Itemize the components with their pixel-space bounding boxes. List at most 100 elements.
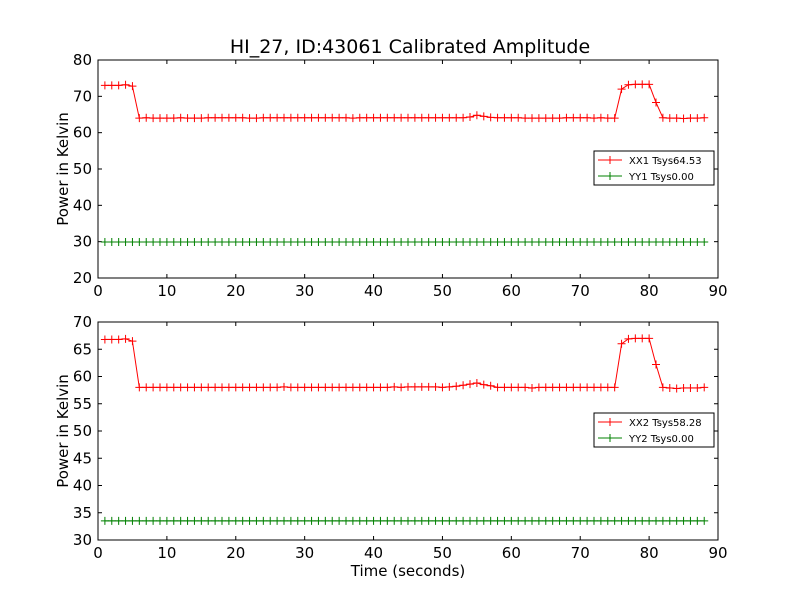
data-point-marker [369,238,378,247]
data-point-marker [445,382,454,391]
data-point-marker [183,114,192,123]
data-point-marker [493,113,502,122]
data-point-marker [252,383,261,392]
data-point-marker [555,114,564,123]
data-point-marker [218,238,226,247]
data-point-marker [183,516,192,525]
data-point-marker [231,516,240,525]
data-point-marker [348,238,357,247]
data-point-marker [121,334,130,343]
data-point-marker [266,238,275,247]
data-point-marker [176,113,185,122]
data-point-marker [280,238,288,247]
data-point-marker [259,516,268,525]
data-point-marker [293,383,302,392]
data-point-marker [610,238,619,247]
data-point-marker [348,383,357,392]
data-point-marker [238,383,247,392]
data-point-marker [479,112,488,121]
x-tick-label: 0 [93,544,103,562]
legend-box [593,412,715,448]
data-point-marker [514,516,523,525]
data-point-marker [479,238,488,247]
data-point-marker [431,382,440,391]
data-point-marker [507,516,516,525]
data-point-marker [397,383,406,392]
data-point-marker [645,238,654,247]
data-point-marker [645,516,654,525]
data-point-marker [211,516,220,525]
data-point-marker [617,516,626,525]
legend-entry: XX2 Tsys58.28 [629,418,702,429]
data-point-marker [493,516,502,525]
data-point-marker [169,238,178,247]
data-point-marker [307,113,316,122]
data-point-marker [383,516,392,525]
data-point-marker [204,238,213,247]
data-point-marker [224,516,233,525]
data-point-marker [486,381,495,390]
data-point-marker [348,114,357,123]
data-point-marker [624,334,633,343]
data-point-marker [211,383,220,392]
data-point-marker [114,238,123,247]
data-point-marker [528,516,536,525]
data-point-marker [135,238,144,247]
data-point-marker [631,80,640,89]
data-point-marker [500,113,509,122]
data-point-marker [486,516,495,525]
data-point-marker [397,516,406,525]
data-point-marker [149,238,158,247]
data-point-marker [128,238,137,247]
data-point-marker [190,238,199,247]
data-point-marker [231,113,240,122]
data-point-marker [590,383,598,392]
data-point-marker [328,383,337,392]
data-point-marker [521,238,530,247]
data-point-marker [390,382,399,391]
data-point-marker [197,383,206,392]
data-point-marker [369,383,378,392]
data-point-marker [162,238,171,247]
y-tick-label: 50 [73,160,92,178]
data-point-marker [472,379,481,388]
data-point-marker [548,383,557,392]
data-point-marker [224,238,233,247]
data-point-marker [390,238,399,247]
y-tick-label: 70 [73,87,92,105]
data-point-marker [162,516,171,525]
data-point-marker [252,114,261,123]
data-point-marker [679,383,688,392]
data-point-marker [466,238,474,247]
data-point-marker [638,516,647,525]
data-point-marker [348,516,357,525]
data-point-marker [100,81,109,90]
data-point-marker [156,516,164,525]
data-point-marker [562,238,571,247]
data-point-marker [624,516,633,525]
data-point-marker [224,113,233,122]
data-point-marker [314,516,323,525]
data-point-marker [190,516,199,525]
data-point-marker [245,516,254,525]
data-point-marker [121,80,130,89]
y-axis-label: Power in Kelvin [54,374,72,488]
data-point-marker [424,113,433,122]
data-point-marker [286,113,295,122]
data-point-marker [417,238,426,247]
data-point-marker [672,114,681,123]
y-tick-label: 35 [73,504,92,522]
data-point-marker [590,516,598,525]
data-point-marker [266,113,275,122]
data-point-marker [252,238,261,247]
data-point-marker [514,113,523,122]
data-point-marker [596,238,605,247]
data-point-marker [300,383,309,392]
data-point-marker [383,113,392,122]
data-point-marker [238,113,247,122]
data-point-marker [514,383,523,392]
data-point-marker [224,383,233,392]
data-point-marker [390,113,399,122]
data-point-marker [534,383,543,392]
data-point-marker [534,238,543,247]
